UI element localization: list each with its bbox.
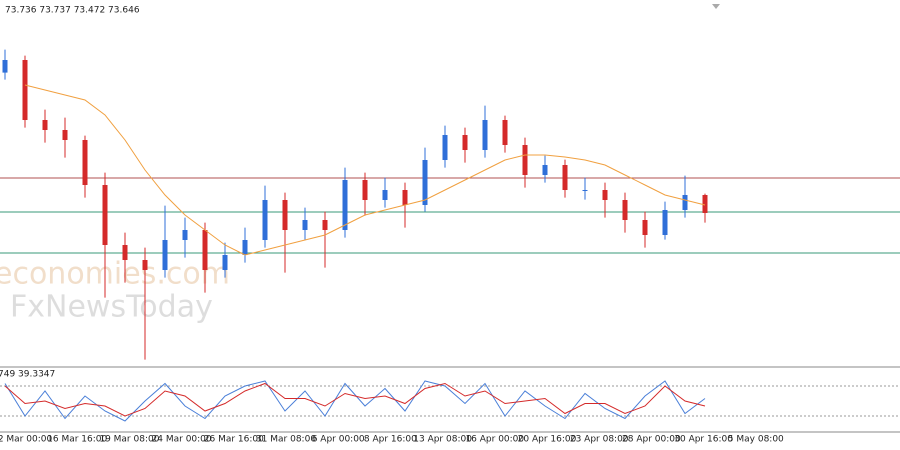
candle-body bbox=[2, 60, 8, 73]
candle-body bbox=[502, 120, 508, 145]
candle-body bbox=[582, 190, 588, 191]
candle-body bbox=[182, 230, 188, 240]
candle-body bbox=[362, 180, 368, 200]
candle-body bbox=[662, 210, 668, 235]
x-tick-label: 23 Apr 08:00 bbox=[570, 435, 629, 445]
candle-body bbox=[442, 135, 448, 160]
watermark: FxNewsToday bbox=[10, 290, 213, 325]
x-tick-label: 16 Apr 00:00 bbox=[465, 435, 524, 445]
candle-body bbox=[342, 180, 348, 230]
candle-body bbox=[42, 120, 48, 130]
x-tick-label: 6 Apr 00:00 bbox=[312, 435, 365, 445]
candle-body bbox=[482, 120, 488, 150]
shift-marker bbox=[712, 4, 720, 9]
x-tick-label: 20 Apr 16:00 bbox=[518, 435, 577, 445]
candle-body bbox=[522, 145, 528, 175]
candle-body bbox=[562, 165, 568, 190]
x-tick-label: 2 Mar 00:00 bbox=[0, 435, 52, 445]
candle-body bbox=[382, 190, 388, 200]
stochastic-line bbox=[4, 380, 706, 422]
candle-body bbox=[262, 200, 268, 240]
candle-body bbox=[102, 185, 108, 245]
candle-body bbox=[622, 200, 628, 220]
candle-body bbox=[302, 220, 308, 230]
candle-body bbox=[202, 230, 208, 270]
candle-body bbox=[422, 160, 428, 205]
candle-body bbox=[242, 240, 248, 255]
candle-body bbox=[602, 190, 608, 200]
candle-body bbox=[62, 130, 68, 140]
x-tick-label: 28 Apr 00:00 bbox=[622, 435, 681, 445]
candle-body bbox=[222, 255, 228, 270]
ohlc-header: 73.736 73.737 73.472 73.646 bbox=[5, 6, 140, 16]
candle-body bbox=[462, 135, 468, 150]
candle-body bbox=[702, 195, 708, 213]
watermark: economies.com bbox=[0, 257, 230, 292]
candle-body bbox=[162, 240, 168, 270]
x-tick-label: 5 May 08:00 bbox=[728, 435, 784, 445]
candle-body bbox=[22, 60, 28, 120]
x-tick-label: 16 Mar 16:00 bbox=[47, 435, 107, 445]
x-tick-label: 24 Mar 00:00 bbox=[152, 435, 212, 445]
candle-body bbox=[122, 245, 128, 260]
candle-body bbox=[642, 220, 648, 235]
candle-body bbox=[82, 140, 88, 185]
moving-average bbox=[24, 84, 706, 256]
x-tick-label: 8 Apr 16:00 bbox=[364, 435, 417, 445]
x-tick-label: 19 Mar 08:00 bbox=[99, 435, 159, 445]
x-tick-label: 31 Mar 08:00 bbox=[256, 435, 316, 445]
x-tick-label: 26 Mar 16:00 bbox=[204, 435, 264, 445]
candle-body bbox=[282, 200, 288, 230]
x-tick-label: 13 Apr 08:00 bbox=[413, 435, 472, 445]
candle-body bbox=[142, 260, 148, 270]
stochastic-label: 749 39.3347 bbox=[0, 370, 55, 380]
x-tick-label: 30 Apr 16:00 bbox=[674, 435, 733, 445]
candle-body bbox=[322, 220, 328, 230]
candle-body bbox=[542, 165, 548, 175]
candle-body bbox=[682, 195, 688, 210]
candle-body bbox=[402, 190, 408, 205]
stochastic-line bbox=[4, 382, 706, 417]
